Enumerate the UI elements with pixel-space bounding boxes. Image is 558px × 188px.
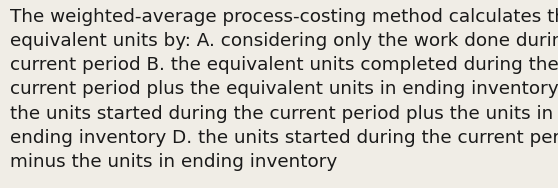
Text: The weighted-average process-costing method calculates the
equivalent units by: : The weighted-average process-costing met… [10, 8, 558, 171]
